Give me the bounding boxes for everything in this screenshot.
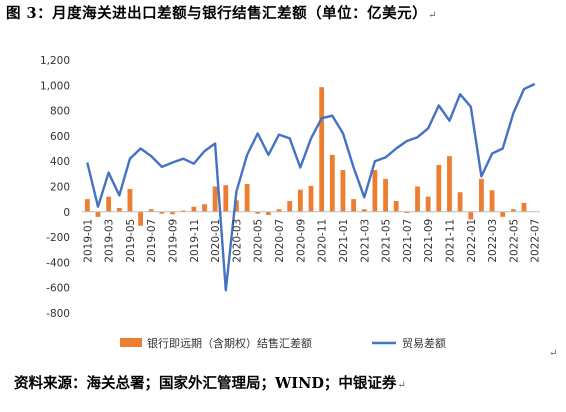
bar-series <box>84 87 527 226</box>
bar <box>329 154 335 212</box>
bar <box>308 185 314 212</box>
bar <box>521 202 527 212</box>
bar <box>319 87 325 212</box>
figure-title: 图 3：月度海关进出口差额与银行结售汇差额（单位：亿美元）↵ <box>6 5 438 22</box>
bar <box>159 211 165 214</box>
y-tick-label: 1,000 <box>40 80 70 92</box>
bar <box>223 185 229 212</box>
x-axis: 2019-01 2019-03 2019-05 2019-07 2019-09 2019-… <box>82 219 541 263</box>
bar <box>234 200 239 212</box>
bar <box>244 183 250 212</box>
bar <box>255 211 261 214</box>
bar <box>148 209 154 212</box>
bar <box>138 211 143 226</box>
x-tick-label: 2019-11 <box>189 219 201 263</box>
x-tick-label: 2020-07 <box>274 219 286 263</box>
x-tick-label: 2020-03 <box>231 219 243 263</box>
bar <box>361 209 367 212</box>
y-tick-label: 600 <box>50 131 70 143</box>
return-mark: ↵ <box>397 380 406 391</box>
y-axis: -800 -600 -400 -200 0 200 400 600 800 1,000 1,200 <box>40 55 70 320</box>
y-tick-label: 800 <box>50 106 70 118</box>
bar <box>127 189 133 212</box>
y-tick-label: -800 <box>46 308 70 320</box>
bar <box>170 211 175 215</box>
y-tick-label: -400 <box>46 257 70 269</box>
bar <box>180 210 186 212</box>
x-tick-label: 2022-01 <box>466 219 478 263</box>
x-tick-label: 2021-11 <box>444 219 456 263</box>
x-tick-label: 2020-09 <box>295 219 307 263</box>
bar <box>212 186 218 212</box>
bar <box>447 156 452 212</box>
bar <box>116 208 122 212</box>
y-tick-label: -200 <box>46 232 70 244</box>
bar <box>468 211 474 220</box>
bar <box>479 178 484 212</box>
x-tick-label: 2020-05 <box>253 219 265 263</box>
bar <box>265 211 271 215</box>
y-tick-label: 1,200 <box>40 55 70 67</box>
y-tick-label: 0 <box>63 207 70 219</box>
x-tick-label: 2022-03 <box>487 219 499 263</box>
bar <box>106 196 112 212</box>
bar <box>500 211 506 217</box>
bar <box>489 190 495 212</box>
bar <box>276 209 282 212</box>
figure-source: 资料来源：海关总署；国家外汇管理局；WIND；中银证券↵ <box>14 375 406 392</box>
x-tick-label: 2022-07 <box>530 219 542 263</box>
bar <box>84 199 90 212</box>
x-tick-label: 2021-01 <box>338 219 350 263</box>
return-mark: ↵ <box>549 348 558 359</box>
return-mark: ↵ <box>428 10 438 21</box>
legend-bar-swatch <box>120 338 142 347</box>
bar <box>383 178 388 212</box>
bar <box>297 189 303 212</box>
x-tick-label: 2020-11 <box>317 219 329 263</box>
bar <box>287 201 293 212</box>
x-tick-label: 2021-03 <box>359 219 371 263</box>
bar <box>393 201 399 212</box>
x-tick-label: 2021-07 <box>402 219 414 263</box>
bar <box>372 170 378 212</box>
bar <box>457 192 463 212</box>
x-tick-label: 2019-07 <box>146 219 158 263</box>
bar <box>404 211 410 214</box>
bar <box>95 211 101 217</box>
bar <box>425 196 431 212</box>
bar <box>340 170 346 212</box>
x-tick-label: 2019-05 <box>125 219 137 263</box>
bar <box>415 186 420 212</box>
bar <box>351 199 357 212</box>
line-series <box>86 82 536 292</box>
trade-balance-line <box>86 82 536 292</box>
legend: 银行即远期（含期权）结售汇差额 贸易差额 <box>120 336 446 350</box>
y-tick-label: -600 <box>46 283 70 295</box>
x-tick-label: 2021-09 <box>423 219 435 263</box>
x-tick-label: 2019-09 <box>168 219 180 263</box>
y-tick-label: 400 <box>50 156 70 168</box>
bar <box>436 164 442 212</box>
bar <box>510 209 516 212</box>
bar <box>191 206 197 212</box>
x-tick-label: 2019-03 <box>104 219 116 263</box>
x-tick-label: 2022-05 <box>508 219 520 263</box>
x-tick-label: 2019-01 <box>82 219 94 263</box>
x-tick-label: 2020-01 <box>210 219 222 263</box>
legend-line-label: 贸易差额 <box>402 336 446 350</box>
bar <box>202 204 207 212</box>
legend-bar-label: 银行即远期（含期权）结售汇差额 <box>147 336 312 350</box>
y-tick-label: 200 <box>50 182 70 194</box>
x-tick-label: 2021-05 <box>381 219 393 263</box>
